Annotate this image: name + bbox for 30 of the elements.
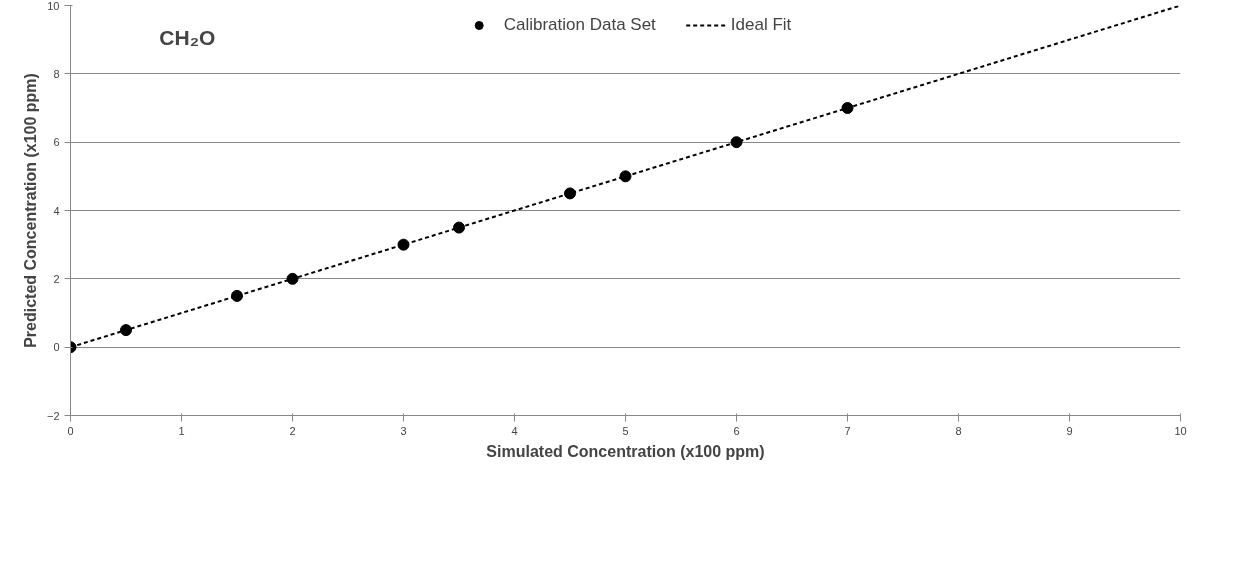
point xyxy=(231,289,243,302)
y-tick-label: 4 xyxy=(53,204,60,217)
x-tick-label: 0 xyxy=(67,424,74,437)
x-tick-label: 8 xyxy=(955,424,962,437)
x-tick-label: 4 xyxy=(511,424,518,437)
y-axis-title: Predicted Concentration (x100 ppm) xyxy=(21,73,39,348)
legend-label: Calibration Data Set xyxy=(503,15,656,35)
point xyxy=(120,324,132,337)
y-tick-label: 10 xyxy=(47,0,60,12)
point xyxy=(841,102,854,114)
y-tick-label: −2 xyxy=(46,409,60,422)
annotation: CH₂O xyxy=(159,26,216,49)
y-tick-label: 6 xyxy=(53,136,60,149)
y-tick-label: 2 xyxy=(53,272,60,285)
x-tick-label: 6 xyxy=(733,424,740,437)
point xyxy=(453,221,465,234)
x-axis-title: Simulated Concentration (x100 ppm) xyxy=(486,442,765,460)
x-tick-label: 1 xyxy=(178,424,185,437)
y-tick-label: 8 xyxy=(53,67,60,80)
x-tick-label: 3 xyxy=(400,424,407,437)
x-tick-label: 9 xyxy=(1066,424,1073,437)
point xyxy=(286,272,299,285)
point xyxy=(619,170,632,183)
x-tick-label: 10 xyxy=(1174,424,1187,437)
x-tick-label: 2 xyxy=(289,424,296,437)
y-tick-label: 0 xyxy=(53,341,60,354)
point xyxy=(730,136,743,149)
x-tick-label: 5 xyxy=(622,424,629,437)
x-tick-label: 7 xyxy=(844,424,851,437)
legend-label: Ideal Fit xyxy=(730,15,792,35)
